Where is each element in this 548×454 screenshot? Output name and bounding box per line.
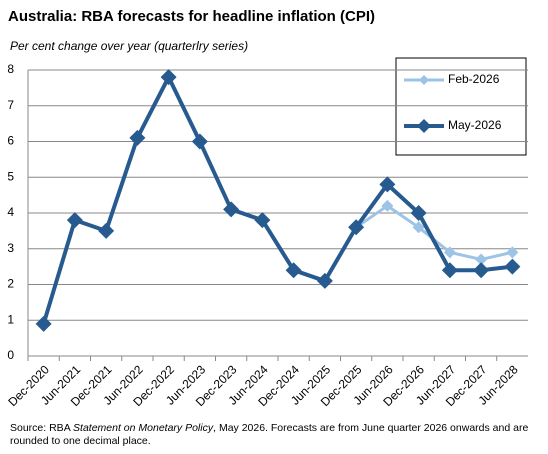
- chart-subtitle: Per cent change over year (quarterlry se…: [10, 39, 248, 53]
- data-point: [410, 205, 427, 221]
- y-tick-label: 3: [7, 241, 14, 255]
- data-point: [412, 221, 425, 234]
- series-line: [41, 72, 513, 325]
- data-point: [129, 129, 146, 146]
- data-point: [223, 201, 240, 218]
- chart-title: Australia: RBA forecasts for headline in…: [8, 8, 375, 25]
- y-tick-label: 5: [7, 169, 14, 183]
- data-point: [443, 246, 456, 259]
- source-suffix: , May 2026. Forecasts are from June quar…: [10, 422, 529, 447]
- data-point: [35, 315, 52, 332]
- data-point: [66, 212, 83, 229]
- data-point: [98, 222, 115, 239]
- series-line: [355, 204, 513, 262]
- data-point: [473, 262, 490, 279]
- legend-label: May-2026: [448, 118, 502, 132]
- data-point: [381, 199, 394, 212]
- data-point: [504, 258, 521, 275]
- source-italic: Statement on Monetary Policy: [73, 422, 214, 434]
- data-point: [160, 69, 177, 86]
- data-point: [379, 176, 396, 193]
- legend-label: Feb-2026: [448, 72, 500, 86]
- data-point: [506, 246, 519, 259]
- data-point: [316, 272, 333, 289]
- legend-marker: [417, 119, 431, 133]
- y-tick-label: 2: [7, 277, 14, 291]
- y-tick-label: 1: [7, 312, 14, 326]
- y-tick-label: 0: [7, 348, 14, 362]
- y-tick-label: 4: [7, 205, 14, 219]
- data-point: [254, 212, 271, 229]
- y-tick-label: 8: [7, 62, 14, 76]
- legend-box: [395, 57, 527, 156]
- chart: Australia: RBA forecasts for headline in…: [5, 8, 528, 409]
- data-point: [348, 219, 365, 236]
- y-tick-label: 6: [7, 134, 14, 148]
- y-tick-label: 7: [7, 98, 14, 112]
- source-prefix: Source: RBA: [10, 422, 74, 434]
- data-point: [191, 133, 208, 150]
- data-point: [285, 262, 302, 279]
- data-point: [475, 253, 488, 266]
- legend-marker: [419, 75, 429, 85]
- data-point: [441, 262, 458, 279]
- source-note: Source: RBA Statement on Monetary Policy…: [10, 422, 538, 448]
